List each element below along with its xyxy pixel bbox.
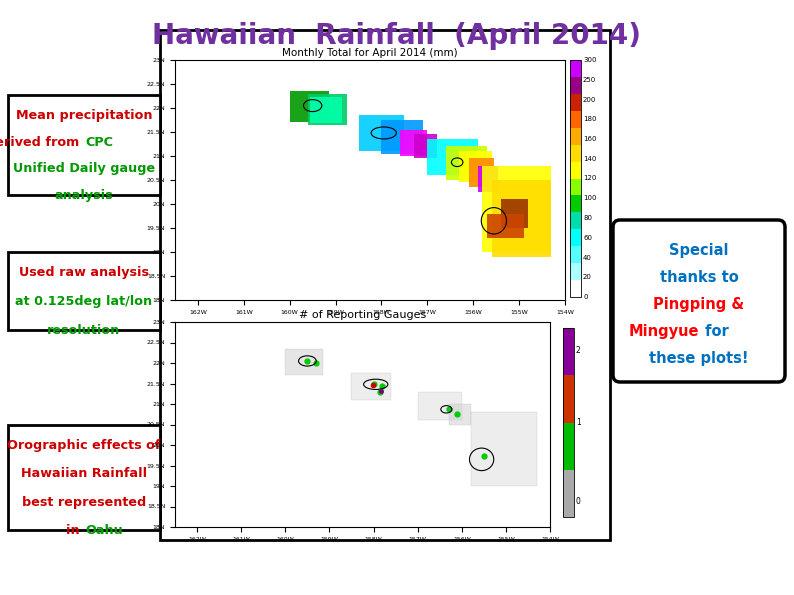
Bar bbox=[359, 115, 404, 151]
Title: # of Reporting Gauges: # of Reporting Gauges bbox=[299, 310, 426, 320]
Bar bbox=[381, 120, 422, 154]
Bar bbox=[491, 180, 551, 257]
Text: 20: 20 bbox=[583, 274, 592, 280]
Text: 180: 180 bbox=[583, 116, 596, 122]
Bar bbox=[570, 60, 581, 77]
Text: 250: 250 bbox=[583, 77, 596, 83]
Bar bbox=[570, 94, 581, 111]
Text: 0: 0 bbox=[576, 497, 581, 506]
Title: Monthly Total for April 2014 (mm): Monthly Total for April 2014 (mm) bbox=[282, 48, 458, 58]
Bar bbox=[468, 158, 494, 187]
Text: Unified Daily gauge: Unified Daily gauge bbox=[13, 162, 155, 176]
Text: these plots!: these plots! bbox=[649, 351, 749, 366]
Text: Used raw analysis: Used raw analysis bbox=[19, 266, 149, 279]
Bar bbox=[563, 422, 574, 469]
Text: Special: Special bbox=[669, 243, 729, 258]
Text: analysis: analysis bbox=[55, 189, 114, 202]
Text: Pingping &: Pingping & bbox=[653, 297, 745, 312]
Bar bbox=[352, 373, 391, 400]
Bar bbox=[570, 145, 581, 162]
Text: best represented: best represented bbox=[22, 496, 146, 509]
Bar bbox=[445, 146, 487, 180]
Text: 2: 2 bbox=[576, 346, 580, 355]
Bar bbox=[8, 252, 160, 330]
Bar bbox=[285, 349, 323, 375]
Bar bbox=[570, 263, 581, 280]
Bar bbox=[308, 93, 347, 125]
Text: 80: 80 bbox=[583, 215, 592, 221]
Bar bbox=[570, 178, 581, 195]
Bar bbox=[483, 165, 551, 252]
Text: CPC: CPC bbox=[85, 136, 113, 149]
Bar bbox=[471, 412, 537, 486]
Text: 60: 60 bbox=[583, 235, 592, 241]
Bar bbox=[427, 139, 478, 175]
Text: 200: 200 bbox=[583, 96, 596, 102]
Text: 40: 40 bbox=[583, 255, 592, 261]
Text: 0: 0 bbox=[583, 294, 588, 300]
Bar bbox=[310, 97, 342, 123]
Bar bbox=[570, 246, 581, 263]
Text: 120: 120 bbox=[583, 176, 596, 181]
Text: Orographic effects of: Orographic effects of bbox=[7, 439, 160, 452]
Text: 1: 1 bbox=[576, 418, 580, 427]
Bar bbox=[414, 134, 437, 158]
Bar bbox=[570, 77, 581, 94]
Text: 140: 140 bbox=[583, 156, 596, 162]
Bar bbox=[563, 328, 574, 517]
Text: derived from: derived from bbox=[0, 136, 84, 149]
Bar bbox=[563, 375, 574, 422]
Bar bbox=[160, 30, 610, 540]
Text: Mingyue: Mingyue bbox=[629, 324, 699, 339]
Bar bbox=[400, 130, 427, 156]
Text: at 0.125deg lat/lon: at 0.125deg lat/lon bbox=[15, 295, 152, 308]
Bar bbox=[290, 91, 329, 123]
Text: in: in bbox=[66, 524, 84, 537]
Bar bbox=[478, 165, 499, 192]
Bar bbox=[563, 328, 574, 375]
Text: 160: 160 bbox=[583, 136, 596, 142]
Bar bbox=[570, 212, 581, 229]
Text: Mean precipitation: Mean precipitation bbox=[16, 109, 152, 122]
Bar bbox=[8, 95, 160, 195]
Text: Oahu: Oahu bbox=[85, 524, 123, 537]
Bar bbox=[570, 60, 581, 297]
Text: 100: 100 bbox=[583, 195, 596, 201]
FancyBboxPatch shape bbox=[613, 220, 785, 382]
Bar bbox=[563, 469, 574, 517]
Bar bbox=[487, 214, 524, 237]
Bar bbox=[570, 280, 581, 297]
Bar bbox=[460, 151, 491, 183]
Text: thanks to: thanks to bbox=[660, 270, 738, 285]
Bar bbox=[570, 128, 581, 145]
Text: for: for bbox=[700, 324, 729, 339]
Bar bbox=[449, 404, 471, 424]
Bar bbox=[8, 425, 160, 530]
Text: resolution: resolution bbox=[48, 324, 121, 337]
Text: Hawaiian Rainfall: Hawaiian Rainfall bbox=[21, 467, 147, 480]
Bar bbox=[570, 229, 581, 246]
Bar bbox=[570, 111, 581, 128]
Bar bbox=[501, 199, 528, 228]
Bar bbox=[570, 195, 581, 212]
Bar bbox=[570, 162, 581, 178]
Text: 300: 300 bbox=[583, 57, 596, 63]
Bar bbox=[418, 392, 462, 421]
Text: Hawaiian  Rainfall  (April 2014): Hawaiian Rainfall (April 2014) bbox=[152, 22, 642, 50]
